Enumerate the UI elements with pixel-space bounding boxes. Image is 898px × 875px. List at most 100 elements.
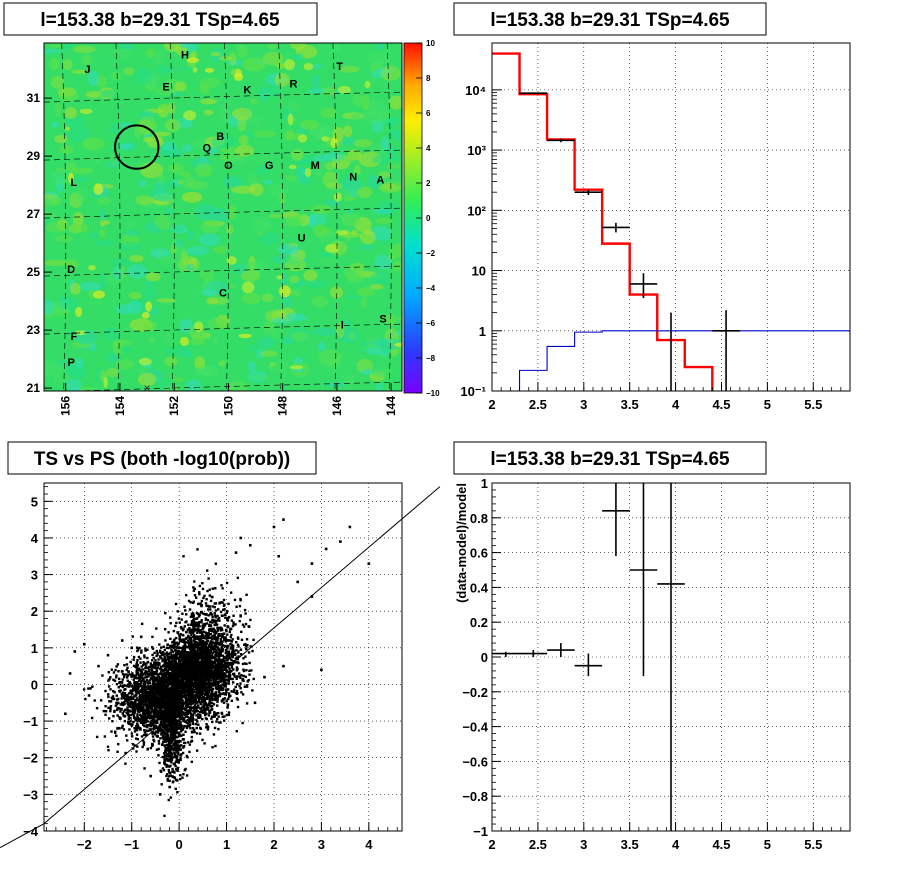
ts-vs-ps-point — [206, 692, 210, 696]
map-pixel — [311, 73, 321, 89]
ts-vs-ps-point — [144, 649, 147, 652]
map-pixel — [338, 137, 357, 146]
ts-vs-ps-point — [141, 678, 145, 681]
ts-vs-ps-point — [124, 687, 127, 691]
map-pixel — [181, 191, 203, 203]
ts-vs-ps-point — [185, 694, 189, 697]
ts-vs-ps-point — [183, 667, 186, 670]
ts-vs-ps-point — [242, 669, 246, 673]
ts-vs-ps-point — [180, 753, 183, 756]
ts-vs-ps-point — [187, 725, 191, 728]
map-pixel — [218, 360, 226, 367]
map-pixel — [145, 272, 161, 282]
ts-vs-ps-point — [191, 706, 194, 710]
ts-vs-ps-point — [208, 711, 211, 715]
ts-vs-ps-point — [136, 713, 139, 716]
ts-vs-ps-point — [203, 677, 206, 681]
ts-vs-ps-point — [169, 680, 172, 684]
ts-vs-ps-point — [161, 706, 164, 709]
ts-vs-ps-point — [175, 696, 178, 699]
map-hotspot — [304, 167, 312, 178]
ts-vs-ps-point — [144, 665, 148, 668]
map-pixel — [267, 184, 289, 198]
ts-vs-ps-point — [218, 650, 221, 653]
map-hotspot — [226, 256, 237, 265]
ts-vs-ps-point — [197, 615, 201, 618]
map-hotspot — [74, 330, 87, 336]
ts-vs-ps-point — [116, 708, 119, 712]
ts-vs-ps-point — [203, 699, 207, 702]
ts-vs-ps-point — [162, 697, 166, 700]
ts-vs-ps-point — [152, 690, 156, 694]
ts-vs-ps-point — [214, 684, 217, 687]
ts-vs-ps-point — [193, 730, 196, 734]
ts-vs-ps-point — [154, 663, 158, 667]
ts-vs-ps-point — [156, 681, 160, 685]
ts-vs-ps-point — [208, 701, 211, 704]
ts-vs-ps-point — [203, 655, 206, 658]
ts-vs-ps-point — [168, 691, 172, 694]
ts-vs-ps-point — [215, 687, 218, 691]
ts-vs-ps-point — [194, 722, 198, 726]
map-y-tick-label: 25 — [27, 265, 41, 279]
map-pixel — [70, 282, 81, 295]
map-hotspot — [233, 73, 244, 82]
ts-vs-ps-point — [135, 691, 138, 695]
ts-vs-ps-point — [170, 666, 173, 670]
ts-vs-ps-point — [194, 694, 197, 697]
ts-vs-ps-point — [147, 687, 150, 690]
ts-vs-ps-point — [152, 717, 155, 720]
ts-vs-ps-point — [95, 735, 99, 739]
ts-vs-ps-point — [166, 670, 169, 674]
map-pixel — [175, 346, 191, 358]
ts-vs-ps-point — [132, 720, 135, 724]
skymap-title-box — [3, 2, 318, 36]
ts-vs-ps-point — [155, 701, 159, 705]
map-pixel — [229, 283, 237, 289]
ts-vs-ps-point — [228, 693, 231, 697]
colorbar-tick-label: 0 — [426, 214, 431, 223]
ts-vs-ps-point — [158, 686, 162, 689]
ts-vs-ps-point — [135, 667, 139, 670]
map-longitude-line — [386, 43, 392, 391]
ts-vs-ps-point — [186, 651, 190, 654]
ts-vs-ps-point — [185, 630, 188, 634]
map-pixel — [312, 154, 328, 163]
ts-vs-ps-point — [141, 712, 145, 715]
ts-vs-ps-point — [173, 691, 177, 695]
ts-vs-ps-point — [152, 693, 155, 696]
ts-vs-ps-point — [156, 698, 160, 701]
ts-vs-ps-point — [95, 706, 99, 710]
ts-vs-ps-point — [131, 696, 134, 699]
ts-vs-ps-point — [153, 651, 156, 655]
map-pixel — [284, 215, 304, 227]
map-pixel — [331, 43, 341, 53]
map-pixel — [137, 121, 159, 132]
map-pixel — [200, 288, 217, 297]
map-pixel — [370, 271, 390, 287]
ts-vs-ps-point — [121, 724, 124, 728]
ts-vs-ps-point — [227, 679, 230, 683]
ts-vs-ps-point — [122, 684, 126, 688]
ts-vs-ps-point — [175, 689, 179, 692]
ts-vs-ps-point — [174, 657, 178, 661]
source-label-f: F — [70, 331, 77, 343]
map-pixel — [65, 162, 77, 173]
map-latitude-line — [44, 207, 402, 219]
map-pixel — [184, 379, 202, 391]
map-pixel — [110, 71, 122, 81]
map-hotspot — [79, 108, 93, 115]
ts-vs-ps-point — [187, 681, 191, 685]
map-pixel — [164, 356, 178, 367]
ts-vs-ps-point — [239, 648, 243, 651]
ts-vs-ps-point — [202, 673, 205, 676]
ts-vs-ps-point — [240, 653, 243, 656]
ts-vs-ps-point — [149, 728, 152, 731]
ts-vs-ps-point — [189, 662, 192, 666]
map-pixel — [317, 341, 327, 352]
map-pixel — [288, 275, 300, 283]
ts-vs-ps-point — [193, 696, 197, 700]
ts-vs-ps-point — [141, 723, 145, 726]
map-pixel — [218, 56, 233, 61]
